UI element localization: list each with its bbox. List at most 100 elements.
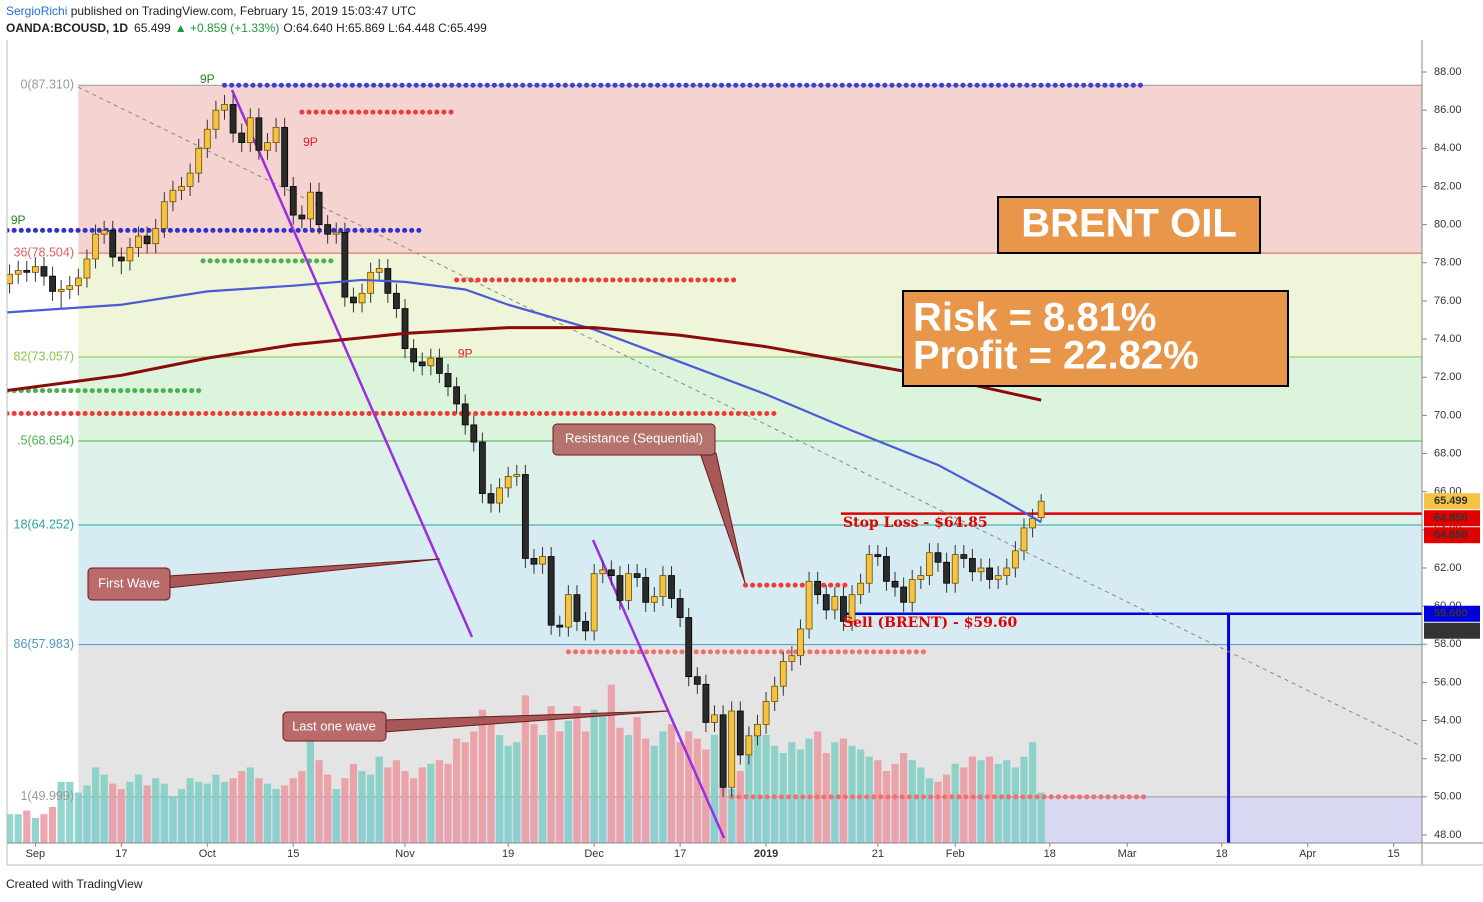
volume-bar [616,727,624,843]
y-tick-label: 88.00 [1434,66,1462,78]
y-tick-label: 48.00 [1434,829,1462,841]
candle-body [745,735,753,756]
symbol-line: OANDA:BCOUSD, 1D 65.499 ▲ +0.859 (+1.33%) O… [6,21,487,35]
volume-bar [272,789,280,843]
footer: Created with TradingView [6,877,143,891]
candle-body [49,275,56,292]
price-tag-label: 59.600 [1434,608,1468,620]
candle-body [805,580,813,630]
volume-bar [83,785,91,843]
volume-bar [667,724,676,843]
fib-label: 86(57.983) [14,637,74,651]
volume-bar [324,774,332,843]
x-tick-label: Oct [199,848,216,860]
candle-body [865,554,873,584]
volume-bar [1020,756,1028,843]
candle-body [521,474,529,559]
volume-bar [487,717,495,843]
volume-bar [281,785,289,843]
candle-body [264,142,271,151]
candle-body [23,270,31,273]
y-tick-label: 50.00 [1434,791,1462,803]
candle-body [943,561,951,584]
candle-body [728,710,736,788]
candle-body [40,266,48,277]
candle-body [779,661,787,687]
volume-bar [538,735,547,843]
volume-bar [186,778,194,843]
x-tick-label: Nov [395,848,415,860]
candle-body [917,575,925,580]
volume-bar [607,684,615,843]
y-tick-label: 70.00 [1434,409,1462,421]
candle-body [410,348,418,363]
candle-body [934,552,942,563]
candle-body [994,575,1002,580]
candle-body [109,229,117,258]
x-tick-label: Mar [1118,848,1137,860]
candle-body [238,132,246,144]
candle-body [642,577,650,603]
volume-bar [753,727,762,843]
volume-bar [315,760,323,843]
candle-body [453,386,461,405]
volume-bar [298,771,306,843]
td-label: 9P [458,347,473,361]
volume-bar [495,735,504,843]
candle-body [7,273,13,285]
fib-bands [78,84,1422,843]
levels [7,82,1422,843]
volume-bar [908,760,916,843]
volume-bar [788,742,796,843]
candle-body [401,308,409,350]
price-tag-label: 64.850 [1434,512,1468,524]
fib-label: 0(87.310) [20,78,74,92]
volume-bar [943,774,951,843]
volume-bar [48,807,57,843]
candle-body [926,552,933,576]
fib-label: 82(73.057) [14,349,74,363]
candle-body [31,266,39,273]
volume-bar [7,814,14,843]
author[interactable]: SergioRichi [6,4,67,18]
candle-body [797,628,804,657]
volume-bar [461,742,469,843]
candle-body [857,582,865,596]
volume-bar [367,774,375,843]
candle-body [160,201,168,229]
volume-bar [564,720,572,843]
price-tag-label: 64.850 [1434,529,1468,541]
volume-bar [134,774,143,843]
volume-bar [444,763,452,843]
wave-line [230,89,474,638]
volume-bar [126,781,134,843]
volume-bar [521,695,529,843]
volume-bar [685,731,693,843]
candle-body [195,147,203,174]
candle-body [74,277,82,287]
candle-body [719,714,727,788]
y-tick-label: 74.00 [1434,333,1462,345]
candle-body [736,710,744,756]
candle-body [212,109,220,130]
volume-bar [762,735,770,843]
x-tick-label: 15 [287,848,299,860]
candle-body [66,285,74,290]
x-tick-label: 17 [115,848,127,860]
candle-body [711,714,718,723]
volume-bar [839,738,848,843]
title-box [997,196,1261,254]
candle-body [427,357,435,367]
price-tag-label: 59.600 [1434,625,1468,637]
x-tick-label: Sep [26,848,46,860]
fib-label: 18(64.252) [14,517,74,531]
candle-body [444,373,452,388]
stop-loss-label: Stop Loss - $64.85 [843,515,988,531]
candle-body [650,596,658,603]
x-tick-label: 18 [1044,848,1056,860]
annotations: First Wave Last one wave Resistance (Seq… [87,196,1289,742]
td-labels: 9P 9P 9P 9P [11,72,473,361]
y-tick-label: 82.00 [1434,180,1462,192]
x-tick-label: 21 [872,848,884,860]
volume-bar [435,760,444,843]
